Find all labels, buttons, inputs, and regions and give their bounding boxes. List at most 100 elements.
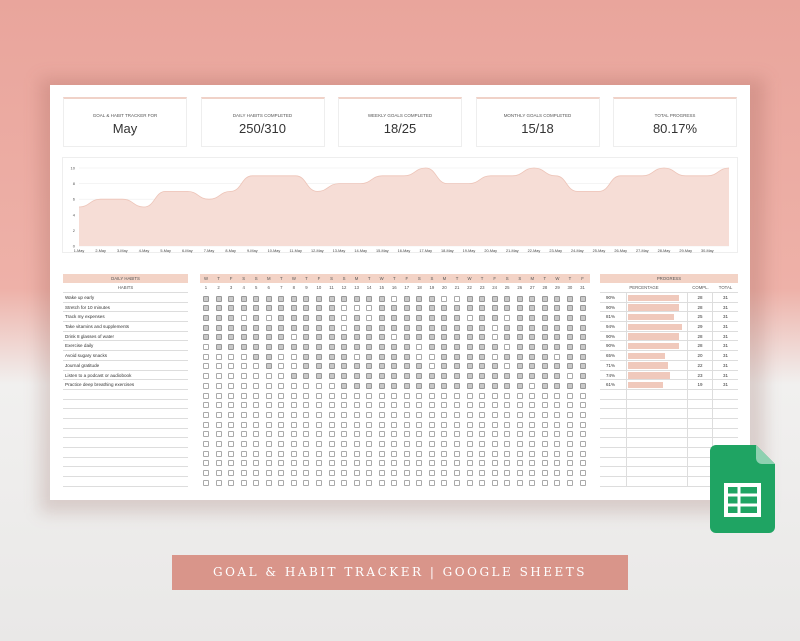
habit-row[interactable]: Wake up early xyxy=(63,293,188,303)
habit-checkbox[interactable] xyxy=(328,334,335,341)
habit-checkbox[interactable] xyxy=(228,402,235,409)
habit-checkbox[interactable] xyxy=(240,382,247,389)
habit-checkbox[interactable] xyxy=(554,421,561,428)
habit-checkbox[interactable] xyxy=(353,479,360,486)
habit-checkbox[interactable] xyxy=(341,314,348,321)
habit-checkbox[interactable] xyxy=(290,470,297,477)
habit-checkbox[interactable] xyxy=(529,441,536,447)
habit-checkbox[interactable] xyxy=(466,373,473,380)
habit-checkbox[interactable] xyxy=(265,305,272,312)
habit-row[interactable] xyxy=(63,477,188,487)
habit-checkbox[interactable] xyxy=(315,363,322,370)
habit-checkbox[interactable] xyxy=(215,421,222,428)
habit-checkbox[interactable] xyxy=(428,392,435,399)
habit-checkbox[interactable] xyxy=(203,373,209,380)
habit-checkbox[interactable] xyxy=(579,411,586,418)
habit-checkbox[interactable] xyxy=(366,460,373,467)
habit-checkbox[interactable] xyxy=(441,353,448,360)
habit-checkbox[interactable] xyxy=(341,334,348,341)
habit-checkbox[interactable] xyxy=(529,431,536,438)
habit-checkbox[interactable] xyxy=(466,344,473,350)
habit-checkbox[interactable] xyxy=(378,431,385,438)
habit-checkbox[interactable] xyxy=(529,450,536,457)
habit-checkbox[interactable] xyxy=(328,441,335,447)
habit-checkbox[interactable] xyxy=(479,324,486,331)
habit-checkbox[interactable] xyxy=(428,344,435,350)
habit-checkbox[interactable] xyxy=(554,344,561,350)
habit-checkbox[interactable] xyxy=(504,373,511,380)
habit-checkbox[interactable] xyxy=(215,314,222,321)
habit-checkbox[interactable] xyxy=(579,402,586,409)
habit-checkbox[interactable] xyxy=(303,363,310,370)
habit-checkbox[interactable] xyxy=(491,363,498,370)
habit-checkbox[interactable] xyxy=(416,353,423,360)
habit-checkbox[interactable] xyxy=(403,392,410,399)
habit-checkbox[interactable] xyxy=(454,353,460,360)
habit-checkbox[interactable] xyxy=(566,450,573,457)
habit-checkbox[interactable] xyxy=(341,402,348,409)
habit-checkbox[interactable] xyxy=(303,344,310,350)
habit-checkbox[interactable] xyxy=(366,431,373,438)
habit-checkbox[interactable] xyxy=(265,460,272,467)
habit-checkbox[interactable] xyxy=(215,470,222,477)
habit-checkbox[interactable] xyxy=(328,402,335,409)
habit-checkbox[interactable] xyxy=(479,353,486,360)
habit-checkbox[interactable] xyxy=(240,334,247,341)
habit-checkbox[interactable] xyxy=(479,382,486,389)
habit-checkbox[interactable] xyxy=(353,382,360,389)
habit-checkbox[interactable] xyxy=(353,441,360,447)
habit-checkbox[interactable] xyxy=(566,363,573,370)
habit-checkbox[interactable] xyxy=(579,353,586,360)
habit-checkbox[interactable] xyxy=(391,441,398,447)
habit-checkbox[interactable] xyxy=(441,373,448,380)
habit-checkbox[interactable] xyxy=(403,460,410,467)
habit-checkbox[interactable] xyxy=(391,353,398,360)
habit-checkbox[interactable] xyxy=(504,363,511,370)
habit-checkbox[interactable] xyxy=(265,402,272,409)
habit-checkbox[interactable] xyxy=(203,402,209,409)
habit-checkbox[interactable] xyxy=(303,295,310,302)
habit-checkbox[interactable] xyxy=(228,470,235,477)
habit-checkbox[interactable] xyxy=(566,431,573,438)
habit-checkbox[interactable] xyxy=(579,344,586,350)
habit-checkbox[interactable] xyxy=(253,402,260,409)
habit-checkbox[interactable] xyxy=(579,441,586,447)
habit-checkbox[interactable] xyxy=(315,402,322,409)
habit-checkbox[interactable] xyxy=(290,353,297,360)
habit-checkbox[interactable] xyxy=(466,411,473,418)
habit-checkbox[interactable] xyxy=(290,402,297,409)
habit-checkbox[interactable] xyxy=(341,363,348,370)
habit-checkbox[interactable] xyxy=(554,373,561,380)
habit-checkbox[interactable] xyxy=(391,431,398,438)
habit-checkbox[interactable] xyxy=(203,353,209,360)
habit-checkbox[interactable] xyxy=(303,305,310,312)
habit-checkbox[interactable] xyxy=(566,382,573,389)
habit-checkbox[interactable] xyxy=(341,421,348,428)
habit-checkbox[interactable] xyxy=(466,450,473,457)
habit-checkbox[interactable] xyxy=(290,314,297,321)
habit-checkbox[interactable] xyxy=(516,402,523,409)
habit-checkbox[interactable] xyxy=(203,470,209,477)
habit-checkbox[interactable] xyxy=(278,382,285,389)
habit-checkbox[interactable] xyxy=(341,411,348,418)
habit-checkbox[interactable] xyxy=(416,402,423,409)
habit-checkbox[interactable] xyxy=(378,334,385,341)
habit-checkbox[interactable] xyxy=(454,411,460,418)
habit-checkbox[interactable] xyxy=(303,460,310,467)
habit-checkbox[interactable] xyxy=(290,421,297,428)
habit-checkbox[interactable] xyxy=(228,353,235,360)
habit-checkbox[interactable] xyxy=(391,314,398,321)
habit-checkbox[interactable] xyxy=(428,441,435,447)
habit-checkbox[interactable] xyxy=(504,295,511,302)
habit-checkbox[interactable] xyxy=(504,431,511,438)
habit-checkbox[interactable] xyxy=(554,392,561,399)
habit-checkbox[interactable] xyxy=(579,324,586,331)
habit-checkbox[interactable] xyxy=(466,421,473,428)
habit-checkbox[interactable] xyxy=(278,431,285,438)
habit-checkbox[interactable] xyxy=(416,334,423,341)
habit-checkbox[interactable] xyxy=(454,363,460,370)
habit-checkbox[interactable] xyxy=(428,450,435,457)
habit-checkbox[interactable] xyxy=(228,305,235,312)
habit-checkbox[interactable] xyxy=(554,431,561,438)
habit-checkbox[interactable] xyxy=(479,450,486,457)
